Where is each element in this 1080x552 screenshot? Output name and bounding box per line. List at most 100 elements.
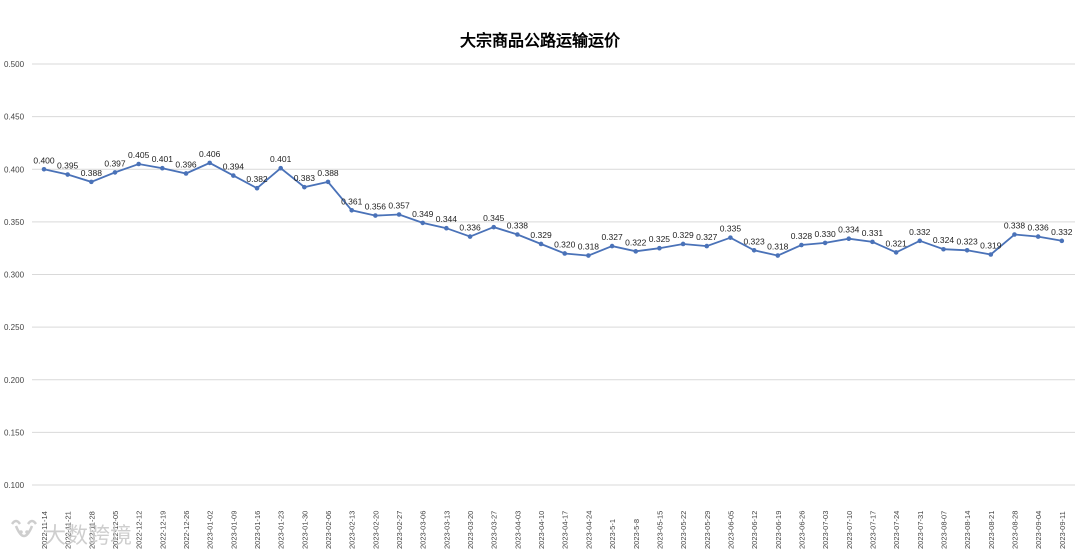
x-tick-label: 2023-04-24 <box>584 511 593 549</box>
y-tick-label: 0.250 <box>4 323 25 332</box>
y-axis: 0.100 0.150 0.200 0.250 0.300 0.350 0.400 0.450… <box>4 60 25 490</box>
data-label: 0.335 <box>720 224 742 234</box>
data-point <box>373 213 378 218</box>
x-tick-label: 2022-12-12 <box>135 511 144 549</box>
data-label: 0.323 <box>743 236 765 246</box>
data-point <box>325 179 331 185</box>
y-tick-label: 0.150 <box>4 428 25 437</box>
data-point <box>893 250 899 255</box>
x-tick-label: 2023-08-14 <box>963 511 972 549</box>
data-point <box>941 246 946 252</box>
x-tick-label: 2023-5-1 <box>608 519 617 549</box>
x-tick-label: 2022-12-19 <box>158 511 167 549</box>
data-point <box>65 172 70 177</box>
y-tick-label: 0.300 <box>4 271 25 280</box>
data-label: 0.320 <box>554 239 576 249</box>
data-point <box>609 243 615 249</box>
data-point <box>1012 232 1017 237</box>
data-point <box>846 236 852 242</box>
x-tick-label: 2023-08-07 <box>939 511 948 549</box>
x-tick-label: 2023-01-23 <box>277 511 286 549</box>
data-label: 0.318 <box>767 242 789 252</box>
data-label: 0.357 <box>388 201 410 211</box>
data-point <box>680 241 686 247</box>
ox-head-logo-icon <box>10 519 38 538</box>
data-point <box>89 179 94 185</box>
data-label: 0.324 <box>933 235 955 245</box>
data-point <box>633 249 639 254</box>
x-tick-label: 2023-03-27 <box>490 511 499 549</box>
x-tick-label: 2023-04-03 <box>513 511 522 549</box>
data-point <box>917 238 923 244</box>
data-point <box>988 252 994 257</box>
x-tick-label: 2023-05-22 <box>679 511 688 549</box>
data-label: 0.321 <box>885 238 907 248</box>
x-tick-label: 2023-02-20 <box>371 511 380 549</box>
data-point <box>207 160 212 166</box>
x-tick-label: 2023-04-10 <box>537 511 546 549</box>
x-tick-label: 2023-09-04 <box>1034 511 1043 549</box>
data-point <box>254 185 260 191</box>
x-tick-label: 2023-09-11 <box>1058 511 1067 549</box>
x-tick-label: 2023-06-19 <box>774 511 783 549</box>
data-point <box>822 240 828 246</box>
data-label: 0.383 <box>294 173 316 183</box>
data-point <box>515 232 520 237</box>
data-label: 0.332 <box>909 227 931 237</box>
data-point <box>964 247 970 253</box>
data-label: 0.344 <box>436 214 458 224</box>
data-point <box>1059 238 1065 244</box>
data-point <box>799 242 804 248</box>
x-tick-label: 2023-07-10 <box>845 511 854 549</box>
x-tick-label: 2023-06-12 <box>750 511 759 549</box>
data-point <box>704 243 710 249</box>
data-label: 0.336 <box>459 223 481 233</box>
data-label: 0.388 <box>317 168 339 178</box>
x-axis: 2022-11-14 2022-11-21 2022-11-28 2022-12-05… <box>40 511 1067 549</box>
watermark-text: 大数跨境 <box>44 524 132 549</box>
y-tick-label: 0.350 <box>4 218 25 227</box>
x-tick-label: 2023-02-06 <box>324 511 333 549</box>
x-tick-label: 2022-11-28 <box>87 511 96 549</box>
x-tick-label: 2023-03-06 <box>419 511 428 549</box>
x-tick-label: 2022-12-05 <box>111 511 120 549</box>
data-label: 0.382 <box>246 174 268 184</box>
data-point <box>136 161 141 167</box>
x-tick-label: 2022-12-26 <box>182 511 191 549</box>
x-tick-label: 2023-02-27 <box>395 511 404 549</box>
x-tick-label: 2023-5-8 <box>632 519 641 549</box>
data-point <box>467 234 473 239</box>
x-tick-label: 2023-08-28 <box>1010 511 1019 549</box>
data-label: 0.336 <box>1027 223 1049 233</box>
x-tick-label: 2023-04-17 <box>561 511 570 549</box>
gridlines <box>32 63 1075 486</box>
data-label: 0.401 <box>152 154 174 164</box>
data-point <box>420 220 426 226</box>
data-label: 0.395 <box>57 161 79 171</box>
x-tick-label: 2022-11-21 <box>64 511 73 549</box>
data-label: 0.329 <box>672 230 694 240</box>
y-tick-label: 0.400 <box>4 165 25 174</box>
data-point <box>278 165 284 171</box>
data-label: 0.323 <box>956 236 978 246</box>
data-label: 0.356 <box>365 202 387 212</box>
x-tick-label: 2023-08-21 <box>987 511 996 549</box>
series-line <box>43 161 1062 257</box>
x-tick-label: 2023-01-09 <box>229 511 238 549</box>
x-tick-label: 2023-07-31 <box>916 511 925 549</box>
data-point <box>302 184 307 190</box>
data-point <box>586 253 591 258</box>
data-label: 0.331 <box>862 228 884 238</box>
chart-title: 大宗商品公路运输运价 <box>460 31 621 50</box>
data-label: 0.334 <box>838 225 860 235</box>
data-point <box>160 165 165 171</box>
data-label: 0.325 <box>649 234 671 244</box>
x-tick-label: 2023-03-20 <box>466 511 475 549</box>
data-point <box>775 253 781 258</box>
data-label: 0.328 <box>791 231 813 241</box>
x-tick-label: 2023-05-29 <box>703 511 712 549</box>
x-tick-label: 2023-07-03 <box>821 511 830 549</box>
data-label: 0.322 <box>625 237 647 247</box>
data-label: 0.349 <box>412 209 434 219</box>
